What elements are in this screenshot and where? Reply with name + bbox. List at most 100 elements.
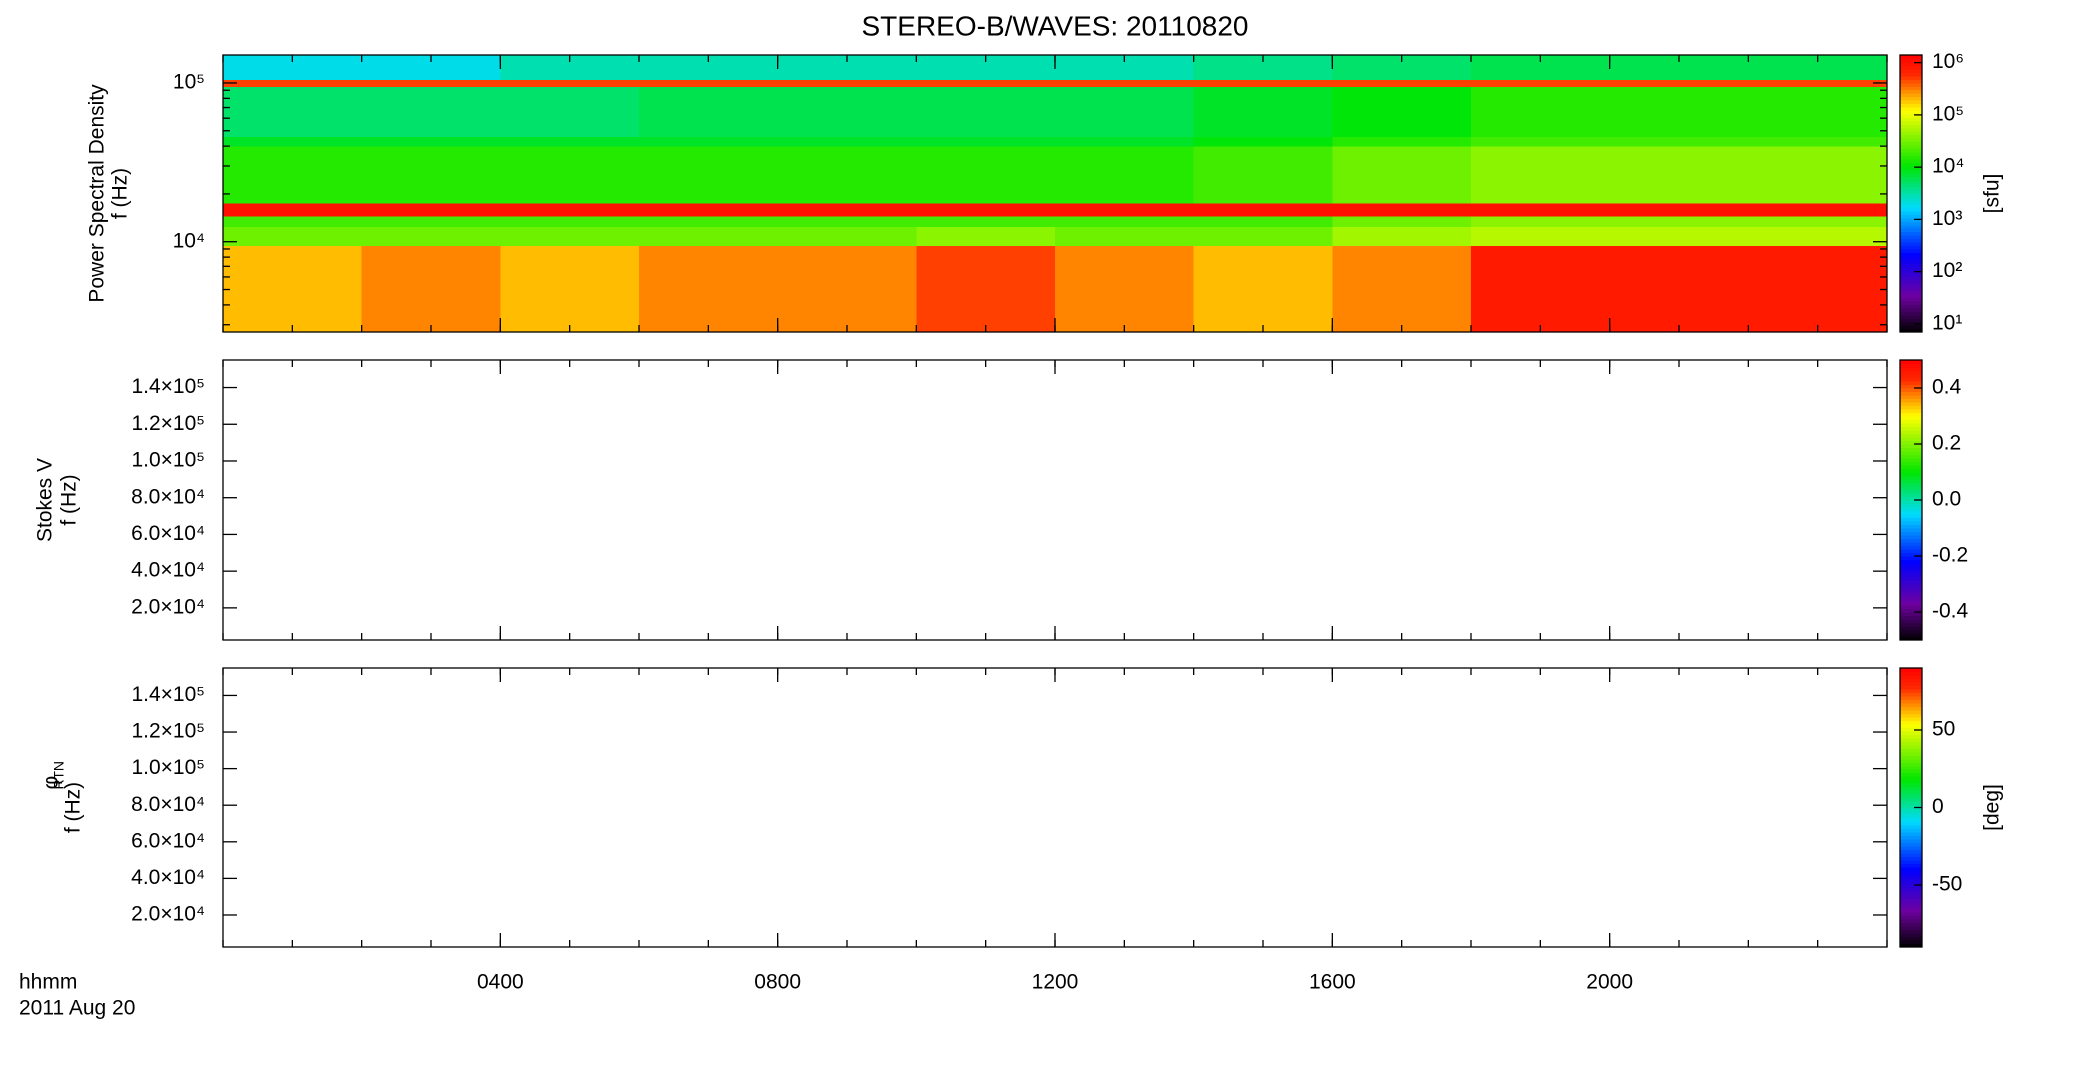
colorbar-segment [1900,786,1922,791]
colorbar-segment [1900,262,1922,267]
colorbar-segment [1900,674,1922,680]
colorbar-segment [1900,395,1922,400]
colorbar-segment [1900,730,1922,735]
colorbar-tick-label: 0.0 [1932,488,1961,511]
colorbar-segment [1900,482,1922,487]
colorbar-segment [1900,521,1922,526]
heatmap-cell [1609,245,1749,333]
colorbar-segment [1900,734,1922,739]
colorbar-segment [1900,671,1922,676]
colorbar-segment [1900,266,1922,271]
colorbar-segment [1900,594,1922,599]
y-tick-label: 10⁴ [173,229,205,252]
heatmap-cell [500,146,640,204]
colorbar-segment [1900,241,1922,247]
colorbar-label: [deg] [1981,784,2004,831]
colorbar-segment [1900,141,1922,146]
colorbar-segment [1900,419,1922,424]
colorbar-segment [1900,894,1922,899]
heatmap-cell [1748,86,1888,137]
colorbar-segment [1900,458,1922,463]
heatmap-cell [1055,216,1195,227]
colorbar-segment [1900,678,1922,683]
colorbar-segment [1900,145,1922,150]
heatmap-cell [223,216,363,227]
y-label-unit: f (Hz) [58,474,81,525]
colorbar-segment [1900,776,1922,781]
y-tick-label: 6.0×10⁴ [131,522,205,545]
colorbar-segment [1900,416,1922,421]
colorbar-segment [1900,86,1922,91]
colorbar-segment [1900,587,1922,592]
heatmap-cell [639,245,779,333]
colorbar-segment [1900,755,1922,760]
colorbar-segment [1900,440,1922,445]
colorbar-segment [1900,891,1922,896]
colorbar-segment [1900,409,1922,414]
colorbar-segment [1900,151,1922,157]
colorbar-segment [1900,300,1922,305]
colorbar-segment [1900,514,1922,519]
colorbar-segment [1900,807,1922,812]
colorbar-segment [1900,633,1922,638]
heatmap-cell [1332,86,1472,137]
colorbar-segment [1900,65,1922,70]
colorbar-segment [1900,877,1922,882]
colorbar-segment [1900,328,1922,333]
heatmap-cell [1193,226,1333,246]
y-tick-label: 10⁵ [173,71,205,94]
heatmap-cell [1193,146,1333,204]
heatmap-cell [361,86,501,137]
colorbar-segment [1900,873,1922,878]
colorbar-segment [1900,821,1922,826]
y-tick-label: 8.0×10⁴ [131,793,205,816]
x-tick-label: 1600 [1309,971,1356,994]
colorbar-segment [1900,748,1922,753]
x-tick-label: 0800 [754,971,801,994]
colorbar-segment [1900,131,1922,136]
colorbar-segment [1900,68,1922,73]
colorbar-segment [1900,248,1922,253]
y-label-unit: f (Hz) [109,168,132,219]
heatmap-cell [361,226,501,246]
colorbar-segment [1900,221,1922,226]
colorbar-segment [1900,870,1922,875]
colorbar-segment [1900,859,1922,864]
colorbar-segment [1900,838,1922,843]
y-tick-label: 1.2×10⁵ [131,720,205,743]
colorbar-segment [1900,681,1922,687]
heatmap-cell [777,136,917,147]
colorbar-segment [1900,779,1922,784]
colorbar-segment [1900,58,1922,63]
heatmap-cell [1055,86,1195,137]
colorbar-segment [1900,720,1922,725]
heatmap-cell [639,146,779,204]
colorbar-segment [1900,926,1922,931]
heatmap-cell [1609,203,1749,217]
colorbar-segment [1900,96,1922,101]
colorbar-segment [1900,496,1922,501]
colorbar-segment [1900,196,1922,202]
colorbar-segment [1900,190,1922,195]
y-tick-label: 2.0×10⁴ [131,903,205,926]
heatmap-cell [777,245,917,333]
heatmap-cell [361,245,501,333]
colorbar-segment [1900,835,1922,840]
colorbar-segment [1900,165,1922,170]
colorbar-segment [1900,507,1922,512]
heatmap-cell [1748,203,1888,217]
colorbar-segment [1900,804,1922,809]
colorbar-segment [1900,307,1922,312]
colorbar-segment [1900,577,1922,582]
colorbar-segment [1900,304,1922,309]
colorbar-segment [1900,169,1922,174]
colorbar-segment [1900,905,1922,910]
y-tick-label: 1.0×10⁵ [131,449,205,472]
colorbar-segment [1900,155,1922,160]
colorbar-segment [1900,919,1922,924]
heatmap-cell [223,79,363,87]
heatmap-cell [916,245,1056,333]
heatmap-cell [1332,136,1472,147]
colorbar-segment [1900,845,1922,850]
